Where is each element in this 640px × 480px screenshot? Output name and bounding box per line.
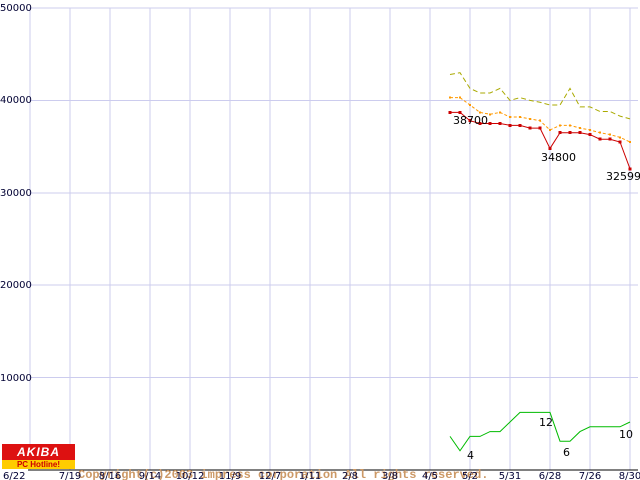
x-tick-label: 4/5 <box>421 471 439 480</box>
x-tick-label: 12/7 <box>258 471 282 480</box>
x-tick-label: 8/30 <box>618 471 640 480</box>
x-tick-label: 7/19 <box>58 471 82 480</box>
min-price-series <box>448 110 632 171</box>
y-tick-label: 30000 <box>0 187 32 199</box>
logo-akiba-text: AKIBA <box>2 444 75 460</box>
copyright-notice: Copyright(c)2003 impress corporation All… <box>78 440 488 480</box>
data-label: 12 <box>539 416 553 429</box>
max-price-series <box>449 72 631 120</box>
data-label: 38700 <box>453 114 488 127</box>
data-label: 6 <box>563 446 570 459</box>
x-tick-label: 6/22 <box>3 471 26 480</box>
y-tick-label: 20000 <box>0 280 32 292</box>
x-tick-label: 5/31 <box>498 471 522 480</box>
x-tick-label: 5/2 <box>461 471 479 480</box>
x-tick-label: 10/12 <box>175 471 205 480</box>
y-tick-label: 10000 <box>0 372 32 384</box>
akiba-pc-hotline-logo: AKIBA PC Hotline! <box>2 444 75 469</box>
x-tick-label: 7/26 <box>578 471 602 480</box>
data-label: 32599 <box>606 170 640 183</box>
x-tick-label: 9/14 <box>138 471 162 480</box>
y-tick-label: 50000 <box>0 3 32 14</box>
copyright-line-1: Copyright(c)2003 impress corporation All… <box>78 468 489 480</box>
data-label: 10 <box>619 428 633 441</box>
x-tick-label: 6/28 <box>538 471 562 480</box>
avg-price-series <box>449 96 631 143</box>
x-tick-label: 3/8 <box>381 471 399 480</box>
x-tick-label: 8/16 <box>98 471 122 480</box>
x-tick-label: 1/11 <box>298 471 322 480</box>
shop-count-series <box>449 411 631 452</box>
x-tick-label: 11/9 <box>218 471 242 480</box>
data-label: 34800 <box>541 151 576 164</box>
x-tick-label: 2/8 <box>341 471 359 480</box>
logo-pc-hotline-text: PC Hotline! <box>2 460 75 469</box>
data-label: 4 <box>467 449 474 462</box>
gridlines <box>29 7 638 470</box>
y-tick-label: 40000 <box>0 95 32 107</box>
